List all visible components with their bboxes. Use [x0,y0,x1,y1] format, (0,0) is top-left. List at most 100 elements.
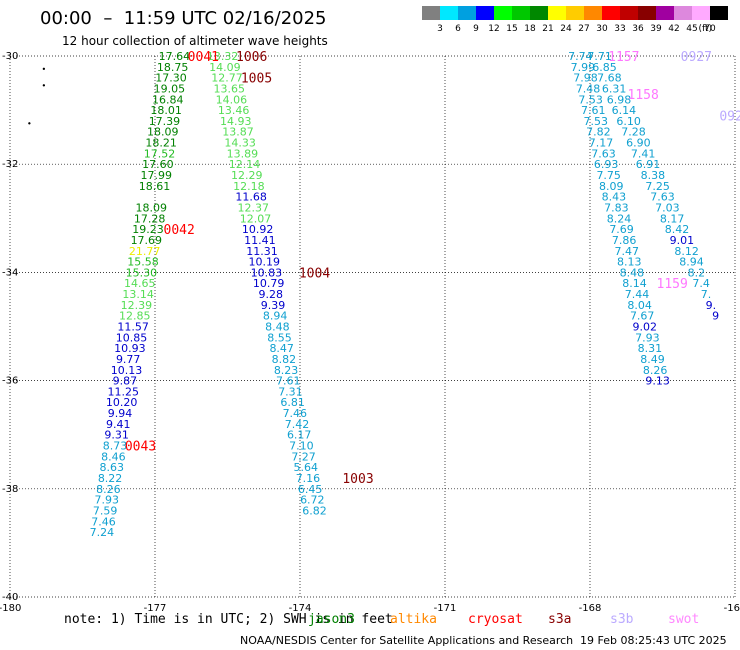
legend-label: 3 [437,24,443,34]
wave-height-value: 7.82 [586,126,611,139]
color-legend: 3 6 9 12 15 18 21 24 27 30 33 36 39 42 45 70(ft) [422,6,728,34]
pass-time-label: 1158 [628,88,659,103]
wave-height-value: 8.26 [96,483,121,496]
legend-label: 24 [560,24,572,34]
wave-height-value: 21.77 [129,245,161,258]
wave-height-value: 6.93 [594,158,619,171]
y-tick-label: -32 [2,159,18,170]
wave-height-value: 7.10 [289,440,314,453]
wave-height-value: 7.03 [655,201,680,214]
legend-label: 21 [542,24,553,34]
wave-height-value: 12.14 [229,158,261,171]
legend-swatch [674,6,692,20]
legend-swatch [692,6,710,20]
wave-height-value: 8.94 [263,310,288,323]
wave-height-value: 7.99 [571,61,596,74]
wave-height-value: 7.28 [621,126,646,139]
y-tick-label: -34 [2,267,18,278]
wave-height-value: 17.64 [159,50,191,63]
wave-height-value: 18.21 [145,137,177,150]
wave-height-value: 14.33 [224,137,256,150]
legend-label: 42 [668,24,679,34]
x-tick-label: -165 [724,603,740,612]
wave-height-value: 8.24 [607,212,632,225]
pass-time-label: 1003 [342,472,373,487]
wave-height-value: 6.81 [280,396,305,409]
land-dot: • [27,119,32,128]
wave-height-value: 7.68 [597,72,622,85]
wave-height-value: 10.19 [248,256,280,269]
wave-height-value: 17.60 [142,158,174,171]
credit-line: NOAA/NESDIS Center for Satellite Applica… [240,634,574,647]
legend-swatch [530,6,548,20]
wave-height-value: 8.73 [103,440,128,453]
wave-height-value: 11.68 [235,191,267,204]
wave-height-value: 7.83 [604,201,629,214]
pass-time-label: 0042 [164,223,195,238]
wave-height-value: 7.47 [614,245,639,258]
x-tick-label: -177 [144,603,167,612]
wave-height-value: 13.32 [207,50,239,63]
wave-height-value: 10.20 [106,396,138,409]
wave-height-value: 6.10 [616,115,641,128]
wave-height-value: 8.09 [599,180,624,193]
wave-height-value: 7.59 [93,504,118,517]
wave-height-value: 17.30 [155,72,187,85]
wave-height-value: 7.86 [612,234,637,247]
satellite-cryosat: cryosat [468,612,523,627]
wave-height-value: 8.63 [99,461,124,474]
wave-height-value: 7.53 [584,115,609,128]
legend-swatch [656,6,674,20]
generation-timestamp: 19 Feb 08:25:43 UTC 2025 [580,634,727,647]
wave-height-value: 7.48 [576,82,601,95]
legend-label: 70 [704,24,716,34]
wave-height-value: 11.31 [246,245,278,258]
wave-height-value: 11.41 [244,234,276,247]
wave-height-value: 6.98 [607,93,632,106]
wave-height-value: 8.04 [627,299,652,312]
wave-height-value: 8.49 [640,353,665,366]
wave-height-value: 8.82 [272,353,297,366]
y-tick-label: -36 [2,376,18,387]
wave-height-value: 19.05 [154,82,186,95]
wave-height-value: 17.52 [144,147,176,160]
wave-height-value: 6.85 [592,61,617,74]
wave-height-value: 6.14 [612,104,637,117]
legend-label: 30 [596,24,608,34]
x-tick-label: -168 [579,603,602,612]
wave-height-value: 14.65 [124,277,156,290]
legend-label: 33 [614,24,625,34]
wave-height-value: 12.85 [119,310,151,323]
wave-height-value: 10.79 [253,277,285,290]
legend-swatch [512,6,530,20]
wave-height-value: 8.31 [638,342,663,355]
legend-swatch [620,6,638,20]
wave-height-value: 12.77 [211,72,243,85]
wave-height-value: 9. [706,299,717,312]
y-tick-label: -40 [2,592,18,603]
wave-height-value: 17.69 [131,234,163,247]
pass-time-label: 0043 [125,440,156,455]
wave-height-value: 8.12 [674,245,699,258]
wave-height-value: 8.94 [679,256,704,269]
satellite-s3b: s3b [610,612,634,627]
wave-height-value: 17.99 [140,169,172,182]
wave-height-value: 7.61 [276,375,301,388]
wave-height-value: 8.46 [101,450,126,463]
wave-height-value: 14.09 [209,61,241,74]
wave-height-value: 17.39 [149,115,181,128]
legend-swatch [710,6,728,20]
wave-height-value: 8.48 [620,266,645,279]
wave-height-value: 8.55 [267,331,292,344]
wave-height-value: 14.06 [216,93,248,106]
wave-height-value: 10.93 [114,342,146,355]
wave-height-value: 9.94 [108,407,133,420]
legend-label: 9 [473,24,479,34]
wave-height-value: 10.85 [116,331,148,344]
legend-swatch [476,6,494,20]
wave-height-value: 8.42 [665,223,690,236]
wave-height-value: 7.27 [291,450,316,463]
wave-height-value: 18.01 [150,104,182,117]
wave-height-value: 15.58 [127,256,159,269]
wave-height-value: 6.90 [626,137,651,150]
